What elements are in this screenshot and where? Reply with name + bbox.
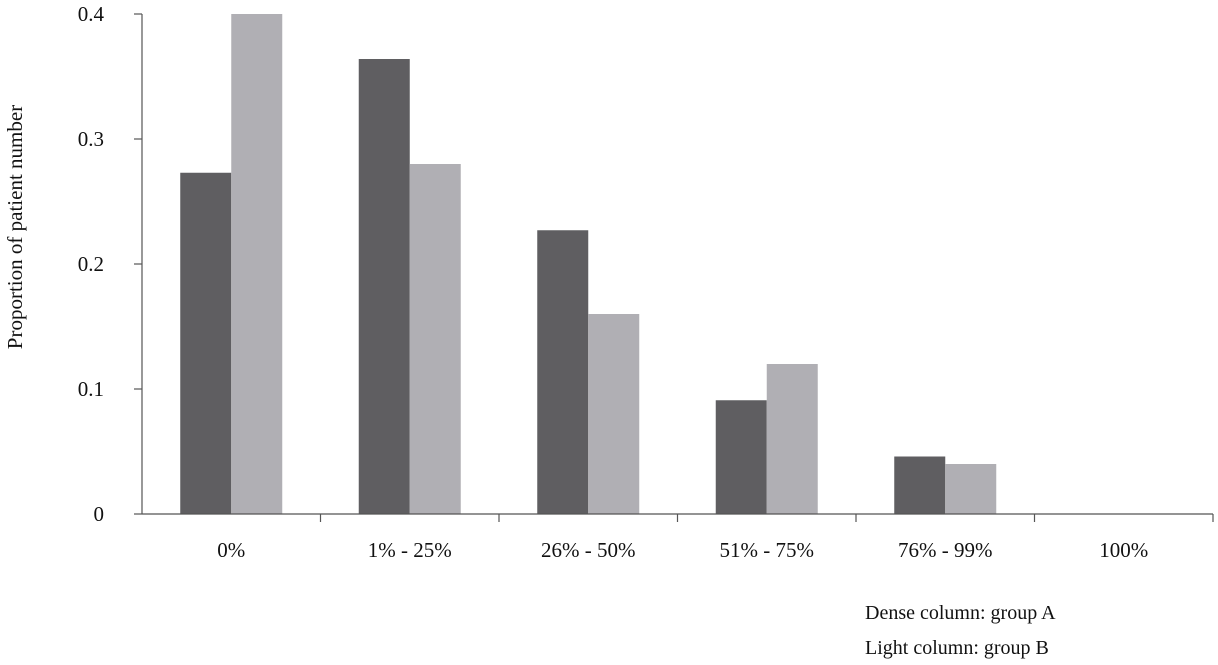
bar-dense-0	[180, 172, 232, 514]
bar-dense-2	[537, 230, 589, 514]
bar-light-1	[409, 164, 461, 514]
x-tick-label: 51% - 75%	[720, 538, 814, 562]
bar-light-2	[588, 314, 640, 514]
bar-dense-1	[358, 59, 410, 514]
bar-light-0	[231, 14, 283, 514]
y-ticks-group: 0 0.1 0.2 0.3 0.4	[78, 2, 142, 526]
x-tick-label: 1% - 25%	[368, 538, 452, 562]
x-tick-label: 0%	[217, 538, 245, 562]
y-tick-label: 0.4	[78, 2, 105, 26]
bar-light-3	[766, 364, 818, 514]
bar-light-4	[945, 464, 997, 514]
x-tick-label: 100%	[1099, 538, 1148, 562]
y-tick-label: 0	[94, 502, 105, 526]
y-tick-label: 0.3	[78, 127, 104, 151]
x-ticks-group: 0% 1% - 25% 26% - 50% 51% - 75% 76% - 99% 100…	[217, 514, 1214, 562]
x-tick-label: 76% - 99%	[898, 538, 992, 562]
legend-note-light: Light column: group B	[865, 637, 1049, 659]
legend-note-dense: Dense column: group A	[865, 602, 1056, 624]
y-axis-label: Proportion of patient number	[3, 105, 27, 349]
y-tick-label: 0.2	[78, 252, 104, 276]
y-tick-label: 0.1	[78, 377, 104, 401]
bars-group	[180, 14, 997, 514]
x-tick-label: 26% - 50%	[541, 538, 635, 562]
bar-dense-4	[894, 456, 946, 514]
bar-dense-3	[715, 400, 767, 514]
